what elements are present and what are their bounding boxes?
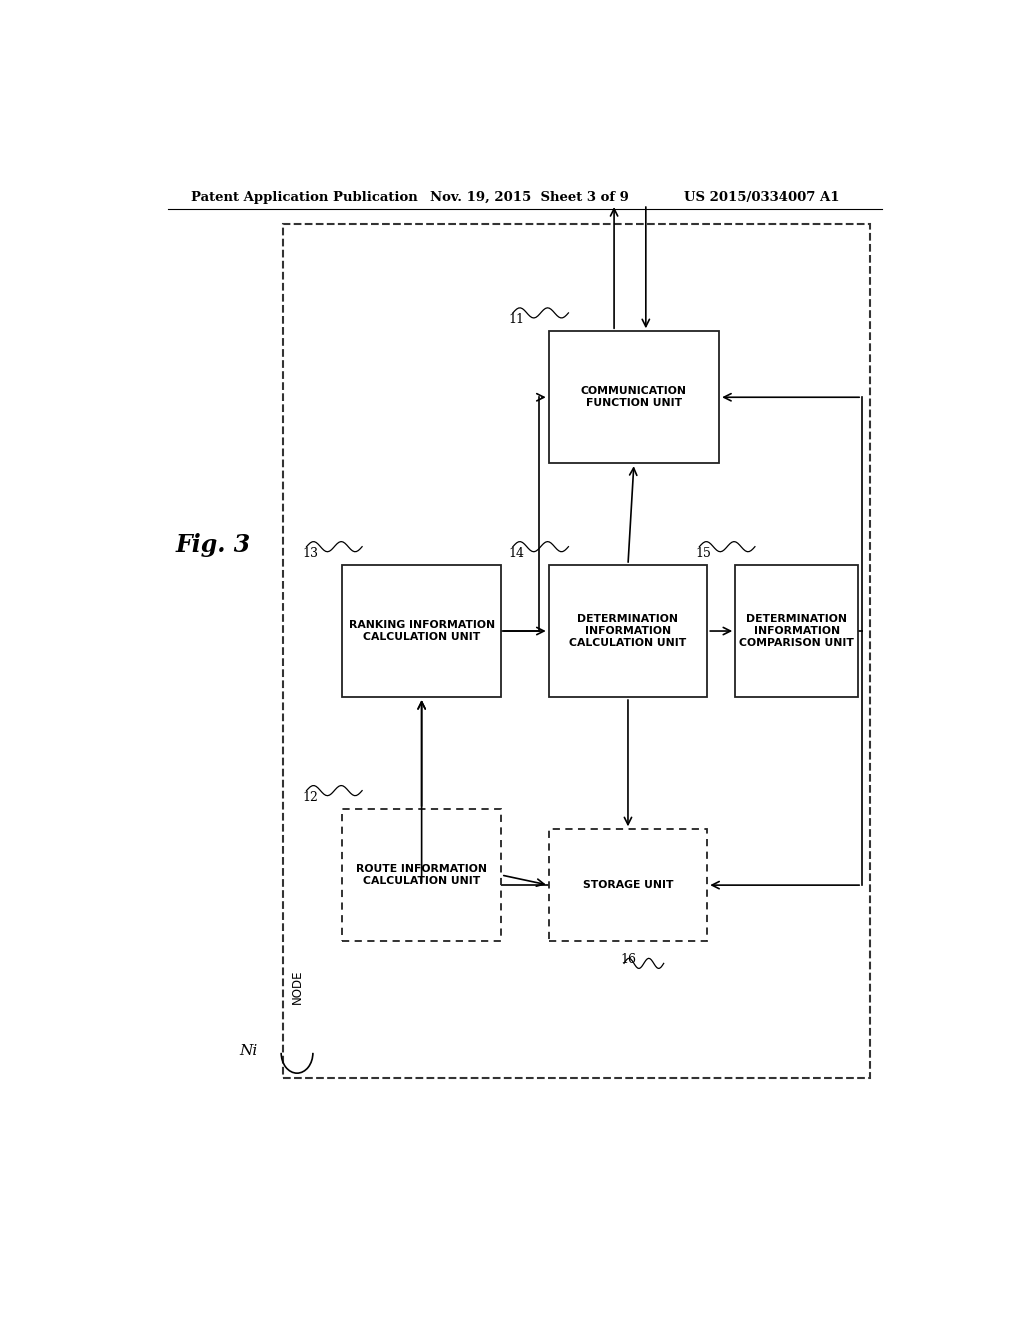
Text: STORAGE UNIT: STORAGE UNIT (583, 880, 673, 890)
Text: 11: 11 (509, 313, 525, 326)
Bar (549, 331, 719, 463)
Bar (342, 565, 501, 697)
Text: US 2015/0334007 A1: US 2015/0334007 A1 (684, 190, 839, 203)
Text: Nov. 19, 2015  Sheet 3 of 9: Nov. 19, 2015 Sheet 3 of 9 (430, 190, 629, 203)
Text: 15: 15 (695, 546, 712, 560)
Bar (283, 224, 870, 1078)
Bar (342, 809, 501, 941)
Bar (549, 565, 708, 697)
Text: 16: 16 (620, 953, 636, 966)
Text: Fig. 3: Fig. 3 (176, 533, 251, 557)
Bar (549, 829, 708, 941)
Text: 14: 14 (509, 546, 525, 560)
Bar (735, 565, 858, 697)
Text: 12: 12 (303, 791, 318, 804)
Text: 13: 13 (303, 546, 318, 560)
Text: Patent Application Publication: Patent Application Publication (191, 190, 418, 203)
Text: COMMUNICATION
FUNCTION UNIT: COMMUNICATION FUNCTION UNIT (581, 387, 687, 408)
Text: DETERMINATION
INFORMATION
COMPARISON UNIT: DETERMINATION INFORMATION COMPARISON UNI… (739, 614, 854, 648)
Text: ROUTE INFORMATION
CALCULATION UNIT: ROUTE INFORMATION CALCULATION UNIT (356, 865, 487, 886)
Text: Ni: Ni (240, 1044, 257, 1057)
Text: DETERMINATION
INFORMATION
CALCULATION UNIT: DETERMINATION INFORMATION CALCULATION UN… (569, 614, 687, 648)
Text: NODE: NODE (291, 969, 303, 1005)
Text: RANKING INFORMATION
CALCULATION UNIT: RANKING INFORMATION CALCULATION UNIT (348, 620, 495, 642)
